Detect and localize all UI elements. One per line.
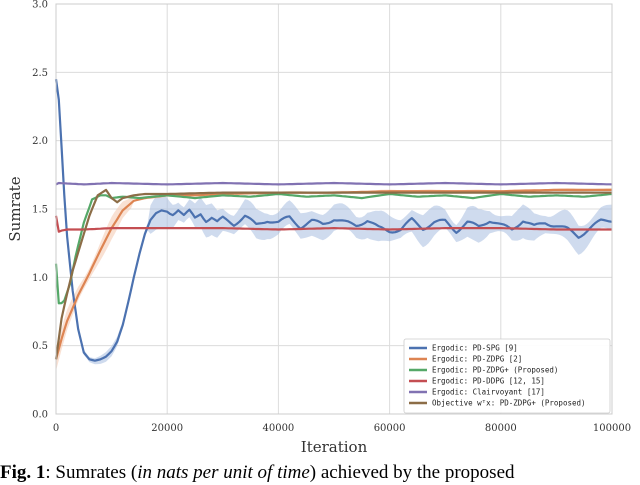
legend-entry: Ergodic: Clairvoyant [17] bbox=[432, 388, 545, 397]
caption-italic: in nats per unit of time bbox=[137, 462, 310, 483]
legend-entry: Ergodic: PD-ZDPG [2] bbox=[432, 355, 522, 364]
series-line-3 bbox=[54, 215, 612, 233]
y-axis-label: Sumrate bbox=[6, 176, 24, 241]
y-tick-label: 0.5 bbox=[32, 341, 48, 352]
series-line-4 bbox=[55, 181, 613, 186]
y-tick-label: 0.0 bbox=[32, 410, 48, 421]
y-tick-label: 1.0 bbox=[32, 273, 48, 284]
legend-entry: Objective wᵀx: PD-ZDPG+ (Proposed) bbox=[432, 399, 586, 408]
legend-entry: Ergodic: PD-ZDPG+ (Proposed) bbox=[432, 366, 558, 375]
x-tick-label: 60000 bbox=[374, 423, 406, 434]
caption-sep: : Sumrates ( bbox=[45, 462, 138, 483]
x-tick-label: 20000 bbox=[151, 423, 183, 434]
series-line-5 bbox=[54, 188, 612, 360]
x-tick-labels: 0 20000 40000 60000 80000 100000 bbox=[53, 423, 631, 434]
legend-entry: Ergodic: PD-DDPG [12, 15] bbox=[432, 377, 545, 386]
legend-box bbox=[403, 338, 611, 414]
plot-frame bbox=[55, 3, 613, 415]
x-tick-label: 0 bbox=[53, 423, 59, 434]
x-axis-label: Iteration bbox=[301, 438, 368, 456]
y-tick-label: 3.0 bbox=[32, 0, 48, 11]
y-tick-label: 2.5 bbox=[32, 68, 48, 79]
legend: Ergodic: PD-SPG [9] Ergodic: PD-ZDPG [2] E… bbox=[403, 338, 611, 414]
legend-entry: Ergodic: PD-SPG [9] bbox=[432, 344, 518, 353]
x-tick-label: 80000 bbox=[485, 423, 517, 434]
plot-border bbox=[55, 3, 613, 415]
caption-rest: ) achieved by the proposed bbox=[309, 462, 515, 483]
x-tick-label: 100000 bbox=[593, 423, 631, 434]
y-tick-label: 2.0 bbox=[32, 136, 48, 147]
series-line-2 bbox=[54, 192, 613, 305]
y-tick-labels: 0.0 0.5 1.0 1.5 2.0 2.5 3.0 bbox=[32, 0, 48, 421]
y-tick-label: 1.5 bbox=[32, 205, 48, 216]
x-tick-label: 40000 bbox=[262, 423, 294, 434]
caption-label: Fig. 1 bbox=[0, 462, 46, 483]
figure-caption: Fig. 1: Sumrates (in nats per unit of ti… bbox=[0, 462, 640, 484]
series-line-0 bbox=[54, 79, 613, 362]
series-lines bbox=[54, 79, 613, 362]
